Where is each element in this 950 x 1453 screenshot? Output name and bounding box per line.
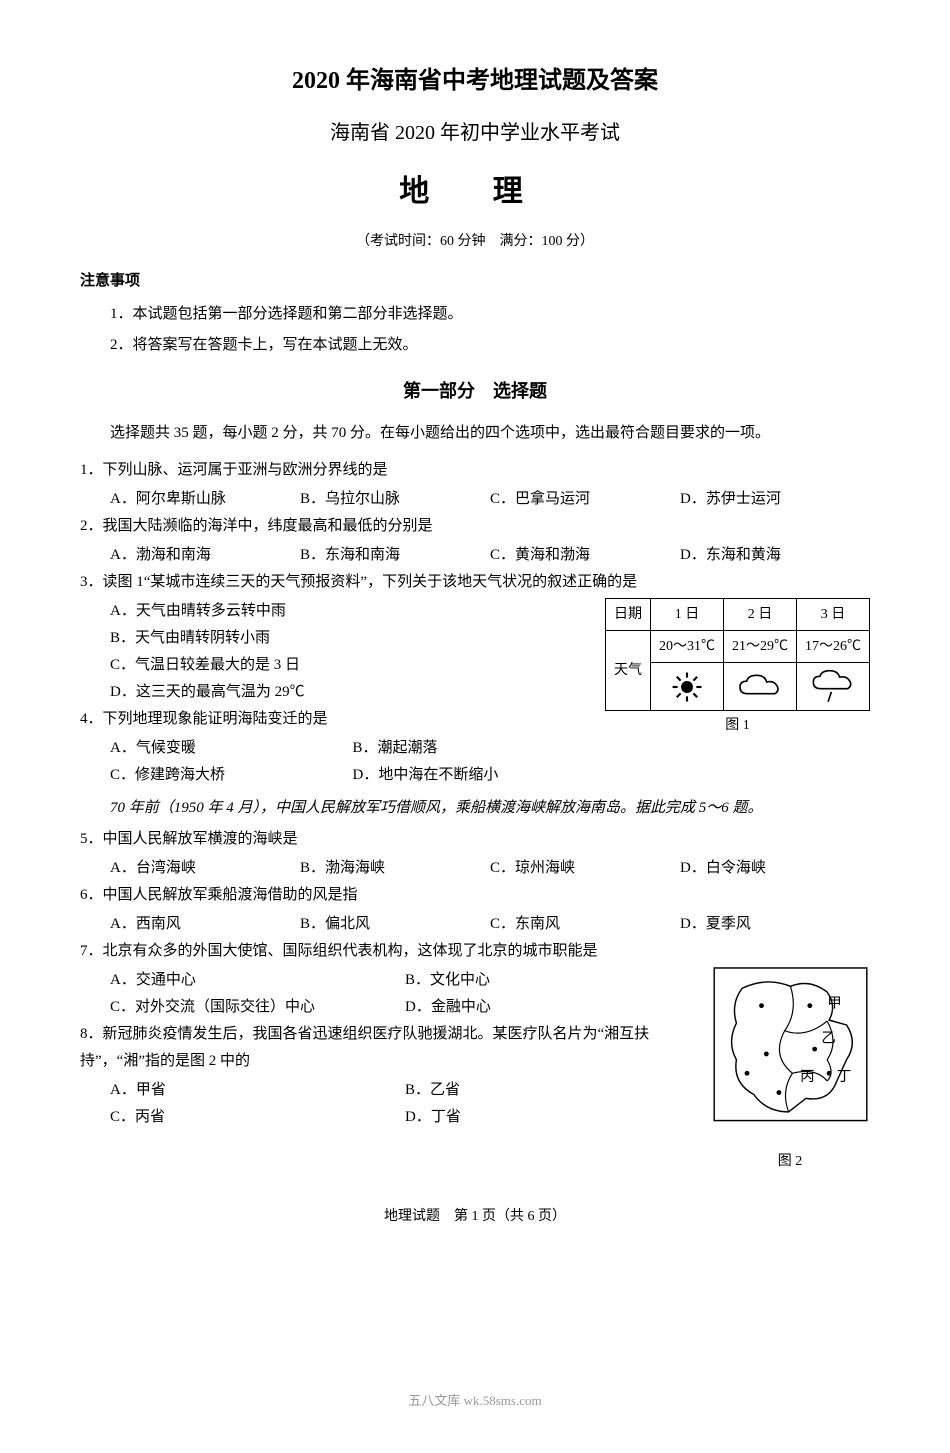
q7-opt-d: D．金融中心 — [405, 994, 700, 1021]
notice-item-1: 1．本试题包括第一部分选择题和第二部分非选择题。 — [80, 301, 870, 328]
q6-opt-b: B．偏北风 — [300, 911, 490, 938]
q8-options: A．甲省 B．乙省 C．丙省 D．丁省 — [80, 1077, 700, 1131]
q7-opt-b: B．文化中心 — [405, 967, 700, 994]
subject-title: 地 理 — [80, 165, 870, 219]
question-3: 3．读图 1“某城市连续三天的天气预报资料”，下列关于该地天气状况的叙述正确的是 — [80, 569, 870, 596]
q5-opt-b: B．渤海海峡 — [300, 855, 490, 882]
q3-opt-c: C．气温日较差最大的是 3 日 — [110, 652, 595, 679]
q7-opt-c: C．对外交流（国际交往）中心 — [110, 994, 405, 1021]
sub-title: 海南省 2020 年初中学业水平考试 — [80, 115, 870, 151]
fig1-h3: 3 日 — [797, 598, 870, 630]
figure-1-caption: 图 1 — [605, 713, 870, 738]
q1-opt-d: D．苏伊士运河 — [680, 486, 870, 513]
q8-opt-a: A．甲省 — [110, 1077, 405, 1104]
map-label-yi: 乙 — [821, 1030, 835, 1046]
q4-options-2: C．修建跨海大桥 D．地中海在不断缩小 — [80, 762, 595, 789]
q7-opt-a: A．交通中心 — [110, 967, 405, 994]
fig1-temp-2: 21～29℃ — [724, 630, 797, 662]
q7-options: A．交通中心 B．文化中心 C．对外交流（国际交往）中心 D．金融中心 — [80, 967, 700, 1021]
q1-opt-a: A．阿尔卑斯山脉 — [110, 486, 300, 513]
q5-opt-a: A．台湾海峡 — [110, 855, 300, 882]
question-7: 7．北京有众多的外国大使馆、国际组织代表机构，这体现了北京的城市职能是 — [80, 938, 870, 965]
q1-options: A．阿尔卑斯山脉 B．乌拉尔山脉 C．巴拿马运河 D．苏伊士运河 — [80, 486, 870, 513]
fig1-temp-1: 20～31℃ — [651, 630, 724, 662]
watermark: 五八文库 wk.58sms.com — [80, 1389, 870, 1412]
q1-opt-b: B．乌拉尔山脉 — [300, 486, 490, 513]
q4-options-1: A．气候变暖 B．潮起潮落 — [80, 735, 595, 762]
q4-opt-a: A．气候变暖 — [110, 735, 353, 762]
q2-opt-c: C．黄海和渤海 — [490, 542, 680, 569]
figure-1: 日期 1 日 2 日 3 日 天气 20～31℃ 21～29℃ 17～26℃ — [605, 598, 870, 739]
q6-opt-d: D．夏季风 — [680, 911, 870, 938]
context-5-6: 70 年前（1950 年 4 月），中国人民解放军巧借顺风，乘船横渡海峡解放海南… — [80, 795, 870, 822]
section1-title: 第一部分 选择题 — [80, 375, 870, 407]
question-8: 8．新冠肺炎疫情发生后，我国各省迅速组织医疗队驰援湖北。某医疗队名片为“湘互扶持… — [80, 1021, 700, 1075]
notice-label: 注意事项 — [80, 268, 870, 295]
question-2: 2．我国大陆濒临的海洋中，纬度最高和最低的分别是 — [80, 513, 870, 540]
q2-options: A．渤海和南海 B．东海和南海 C．黄海和渤海 D．东海和黄海 — [80, 542, 870, 569]
question-4: 4．下列地理现象能证明海陆变迁的是 — [80, 706, 595, 733]
q1-opt-c: C．巴拿马运河 — [490, 486, 680, 513]
question-1: 1．下列山脉、运河属于亚洲与欧洲分界线的是 — [80, 457, 870, 484]
cloud-rain-icon — [805, 669, 861, 705]
notice-item-2: 2．将答案写在答题卡上，写在本试题上无效。 — [80, 332, 870, 359]
q6-options: A．西南风 B．偏北风 C．东南风 D．夏季风 — [80, 911, 870, 938]
q6-opt-c: C．东南风 — [490, 911, 680, 938]
q5-options: A．台湾海峡 B．渤海海峡 C．琼州海峡 D．白令海峡 — [80, 855, 870, 882]
q4-opt-d: D．地中海在不断缩小 — [353, 762, 596, 789]
q3-opt-a: A．天气由晴转多云转中雨 — [110, 598, 595, 625]
fig1-weather-label: 天气 — [606, 630, 651, 710]
map-label-bing: 丙 — [800, 1069, 814, 1085]
map-label-ding: 丁 — [836, 1069, 850, 1085]
fig1-h1: 1 日 — [651, 598, 724, 630]
fig1-icon-sunny — [651, 663, 724, 711]
q8-opt-d: D．丁省 — [405, 1104, 700, 1131]
question-5: 5．中国人民解放军横渡的海峡是 — [80, 826, 870, 853]
q8-opt-b: B．乙省 — [405, 1077, 700, 1104]
q5-opt-c: C．琼州海峡 — [490, 855, 680, 882]
q3-options: A．天气由晴转多云转中雨 B．天气由晴转阴转小雨 C．气温日较差最大的是 3 日… — [80, 598, 595, 706]
q2-opt-b: B．东海和南海 — [300, 542, 490, 569]
fig1-h2: 2 日 — [724, 598, 797, 630]
question-6: 6．中国人民解放军乘船渡海借助的风是指 — [80, 882, 870, 909]
map-label-jia: 甲 — [827, 995, 841, 1011]
fig1-icon-cloudy — [724, 663, 797, 711]
page-footer: 地理试题 第 1 页（共 6 页） — [80, 1204, 870, 1229]
section1-desc: 选择题共 35 题，每小题 2 分，共 70 分。在每小题给出的四个选项中，选出… — [80, 420, 870, 447]
q4-opt-b: B．潮起潮落 — [353, 735, 596, 762]
q8-opt-c: C．丙省 — [110, 1104, 405, 1131]
q2-opt-a: A．渤海和南海 — [110, 542, 300, 569]
figure-1-table: 日期 1 日 2 日 3 日 天气 20～31℃ 21～29℃ 17～26℃ — [605, 598, 870, 711]
q3-opt-b: B．天气由晴转阴转小雨 — [110, 625, 595, 652]
q5-opt-d: D．白令海峡 — [680, 855, 870, 882]
q3-opt-d: D．这三天的最高气温为 29℃ — [110, 679, 595, 706]
fig1-h0: 日期 — [606, 598, 651, 630]
main-title: 2020 年海南省中考地理试题及答案 — [80, 60, 870, 103]
figure-2-caption: 图 2 — [710, 1149, 870, 1174]
fig1-temp-3: 17～26℃ — [797, 630, 870, 662]
q4-opt-c: C．修建跨海大桥 — [110, 762, 353, 789]
figure-2: 甲 乙 丙 丁 图 2 — [710, 967, 870, 1174]
map-icon: 甲 乙 丙 丁 — [713, 967, 868, 1137]
q2-opt-d: D．东海和黄海 — [680, 542, 870, 569]
cloud-icon — [732, 672, 788, 702]
exam-info: （考试时间：60 分钟 满分：100 分） — [80, 229, 870, 254]
q6-opt-a: A．西南风 — [110, 911, 300, 938]
sun-icon — [659, 670, 715, 704]
fig1-icon-rain — [797, 663, 870, 711]
